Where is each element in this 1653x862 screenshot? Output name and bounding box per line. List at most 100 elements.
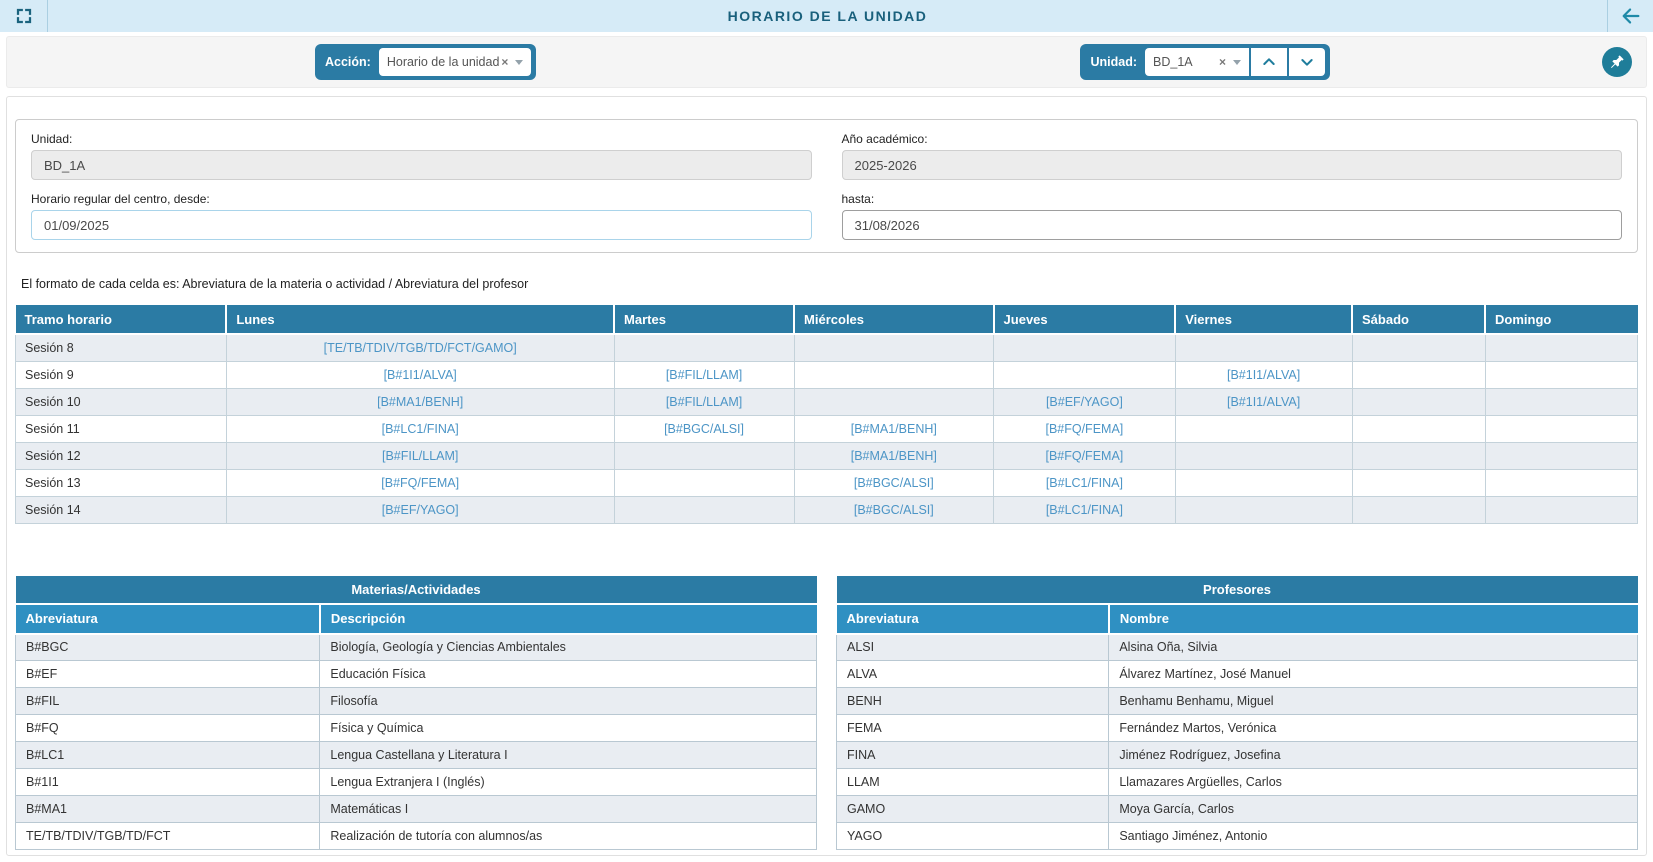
schedule-cell: [B#FQ/FEMA] (225, 468, 615, 497)
materias-desc-cell: Física y Química (319, 714, 817, 742)
accion-clear-icon[interactable]: × (501, 55, 509, 69)
profesores-abbr-cell: FINA (835, 741, 1110, 769)
materias-row: B#1I1 Lengua Extranjera I (Inglés) (14, 768, 817, 796)
schedule-cell (1484, 468, 1638, 497)
accion-selected-value: Horario de la unidad (386, 55, 500, 69)
schedule-cell (993, 360, 1176, 389)
materias-col-header-1: Descripción (319, 603, 817, 635)
profesores-desc-cell: Alsina Oña, Silvia (1108, 633, 1638, 661)
schedule-cell: [B#EF/YAGO] (225, 495, 615, 524)
accion-dropdown-icon (515, 59, 524, 65)
schedule-cell (1174, 468, 1353, 497)
schedule-cell: [B#LC1/FINA] (993, 495, 1176, 524)
schedule-cell (613, 333, 795, 362)
materias-abbr-cell: B#FIL (14, 687, 321, 715)
app-header: HORARIO DE LA UNIDAD (0, 0, 1653, 32)
materias-abbr-cell: TE/TB/TDIV/TGB/TD/FCT (14, 822, 321, 850)
materias-abbr-cell: B#BGC (14, 633, 321, 661)
unidad-clear-icon[interactable]: × (1218, 55, 1226, 69)
materias-desc-cell: Lengua Extranjera I (Inglés) (319, 768, 817, 796)
profesores-title: Profesores (836, 575, 1638, 605)
schedule-row: Sesión 13 [B#FQ/FEMA] [B#BGC/ALSI] [B#LC1/F… (15, 468, 1638, 497)
session-label: Sesión 13 (15, 468, 227, 497)
schedule-cell: [B#FIL/LLAM] (225, 441, 615, 470)
schedule-cell (1484, 495, 1638, 524)
unidad-dropdown-icon (1233, 59, 1241, 65)
unidad-label: Unidad: (1090, 55, 1137, 69)
schedule-cell: [B#1I1/ALVA] (1174, 360, 1353, 389)
format-note: El formato de cada celda es: Abreviatura… (21, 277, 529, 291)
unidad-next-button[interactable] (1289, 48, 1325, 76)
schedule-cell (1174, 333, 1353, 362)
schedule-cell: [B#MA1/BENH] (225, 387, 615, 416)
profesores-row: ALSI Alsina Oña, Silvia (835, 633, 1638, 661)
session-label: Sesión 11 (15, 414, 227, 443)
materias-row: B#FQ Física y Química (14, 714, 817, 742)
schedule-col-header-6: Sábado (1352, 305, 1486, 335)
schedule-cell (1174, 414, 1353, 443)
schedule-cell (793, 387, 995, 416)
materias-desc-cell: Filosofía (319, 687, 817, 715)
materias-desc-cell: Educación Física (319, 660, 817, 688)
profesores-body: ALSI Alsina Oña, Silvia ALVA Álvarez Martín… (835, 633, 1638, 850)
schedule-header-row: Tramo horario Lunes Martes Miércoles Jueves V… (15, 305, 1638, 335)
schedule-col-header-4: Jueves (993, 305, 1177, 335)
anio-field-label: Año académico: (841, 132, 928, 146)
profesores-desc-cell: Benhamu Benhamu, Miguel (1108, 687, 1638, 715)
desde-field-input[interactable] (31, 210, 812, 240)
schedule-cell: [B#MA1/BENH] (793, 441, 995, 470)
schedule-col-header-7: Domingo (1485, 305, 1638, 335)
schedule-cell (1351, 414, 1486, 443)
profesores-col-header-1: Nombre (1108, 603, 1638, 635)
materias-table: Materias/Actividades Abreviatura Descripc… (14, 575, 817, 850)
profesores-desc-cell: Fernández Martos, Verónica (1108, 714, 1638, 742)
accion-select[interactable]: Horario de la unidad × (378, 48, 531, 76)
materias-abbr-cell: B#MA1 (14, 795, 321, 823)
anio-field-input (841, 150, 1622, 180)
schedule-cell: [B#1I1/ALVA] (1174, 387, 1353, 416)
schedule-cell: [B#MA1/BENH] (793, 414, 995, 443)
schedule-cell (793, 333, 995, 362)
schedule-body: Sesión 8 [TE/TB/TDIV/TGB/TD/FCT/GAMO] Sesi… (15, 333, 1638, 524)
unidad-select[interactable]: BD_1A × (1145, 48, 1249, 76)
schedule-cell: [B#FIL/LLAM] (613, 360, 795, 389)
pushpin-icon (1609, 54, 1625, 70)
materias-title: Materias/Actividades (15, 575, 817, 605)
materias-row: B#LC1 Lengua Castellana y Literatura I (14, 741, 817, 769)
schedule-cell (613, 441, 795, 470)
unidad-prev-button[interactable] (1251, 48, 1287, 76)
schedule-cell (613, 468, 795, 497)
session-label: Sesión 8 (15, 333, 227, 362)
profesores-abbr-cell: FEMA (835, 714, 1110, 742)
schedule-cell (1484, 333, 1638, 362)
schedule-cell (1351, 360, 1486, 389)
profesores-abbr-cell: YAGO (835, 822, 1110, 850)
materias-abbr-cell: B#LC1 (14, 741, 321, 769)
schedule-cell (613, 495, 795, 524)
unit-form: Unidad: Año académico: Horario regular d… (15, 119, 1638, 253)
fullscreen-button[interactable] (0, 0, 48, 32)
schedule-col-header-3: Miércoles (794, 305, 995, 335)
materias-row: B#BGC Biología, Geología y Ciencias Ambie… (14, 633, 817, 661)
schedule-cell (1484, 387, 1638, 416)
profesores-abbr-cell: LLAM (835, 768, 1110, 796)
accion-group: Acción: Horario de la unidad × (315, 44, 536, 80)
back-button[interactable] (1607, 0, 1653, 32)
schedule-cell (1351, 333, 1486, 362)
unidad-field-input (31, 150, 812, 180)
profesores-desc-cell: Santiago Jiménez, Antonio (1108, 822, 1638, 850)
session-label: Sesión 10 (15, 387, 227, 416)
schedule-cell (1351, 495, 1486, 524)
materias-desc-cell: Matemáticas I (319, 795, 817, 823)
schedule-cell: [TE/TB/TDIV/TGB/TD/FCT/GAMO] (225, 333, 615, 362)
pin-button[interactable] (1602, 47, 1632, 77)
unidad-field: Unidad: (31, 132, 812, 180)
materias-row: B#EF Educación Física (14, 660, 817, 688)
hasta-field-input[interactable] (841, 210, 1622, 240)
action-toolbar: Acción: Horario de la unidad × Unidad: BD… (6, 36, 1647, 88)
schedule-table: Tramo horario Lunes Martes Miércoles Jueves V… (15, 305, 1638, 524)
materias-col-header-0: Abreviatura (15, 603, 321, 635)
schedule-cell: [B#LC1/FINA] (993, 468, 1176, 497)
profesores-row: LLAM Llamazares Argüelles, Carlos (835, 768, 1638, 796)
materias-row: TE/TB/TDIV/TGB/TD/FCT Realización de tuto… (14, 822, 817, 850)
